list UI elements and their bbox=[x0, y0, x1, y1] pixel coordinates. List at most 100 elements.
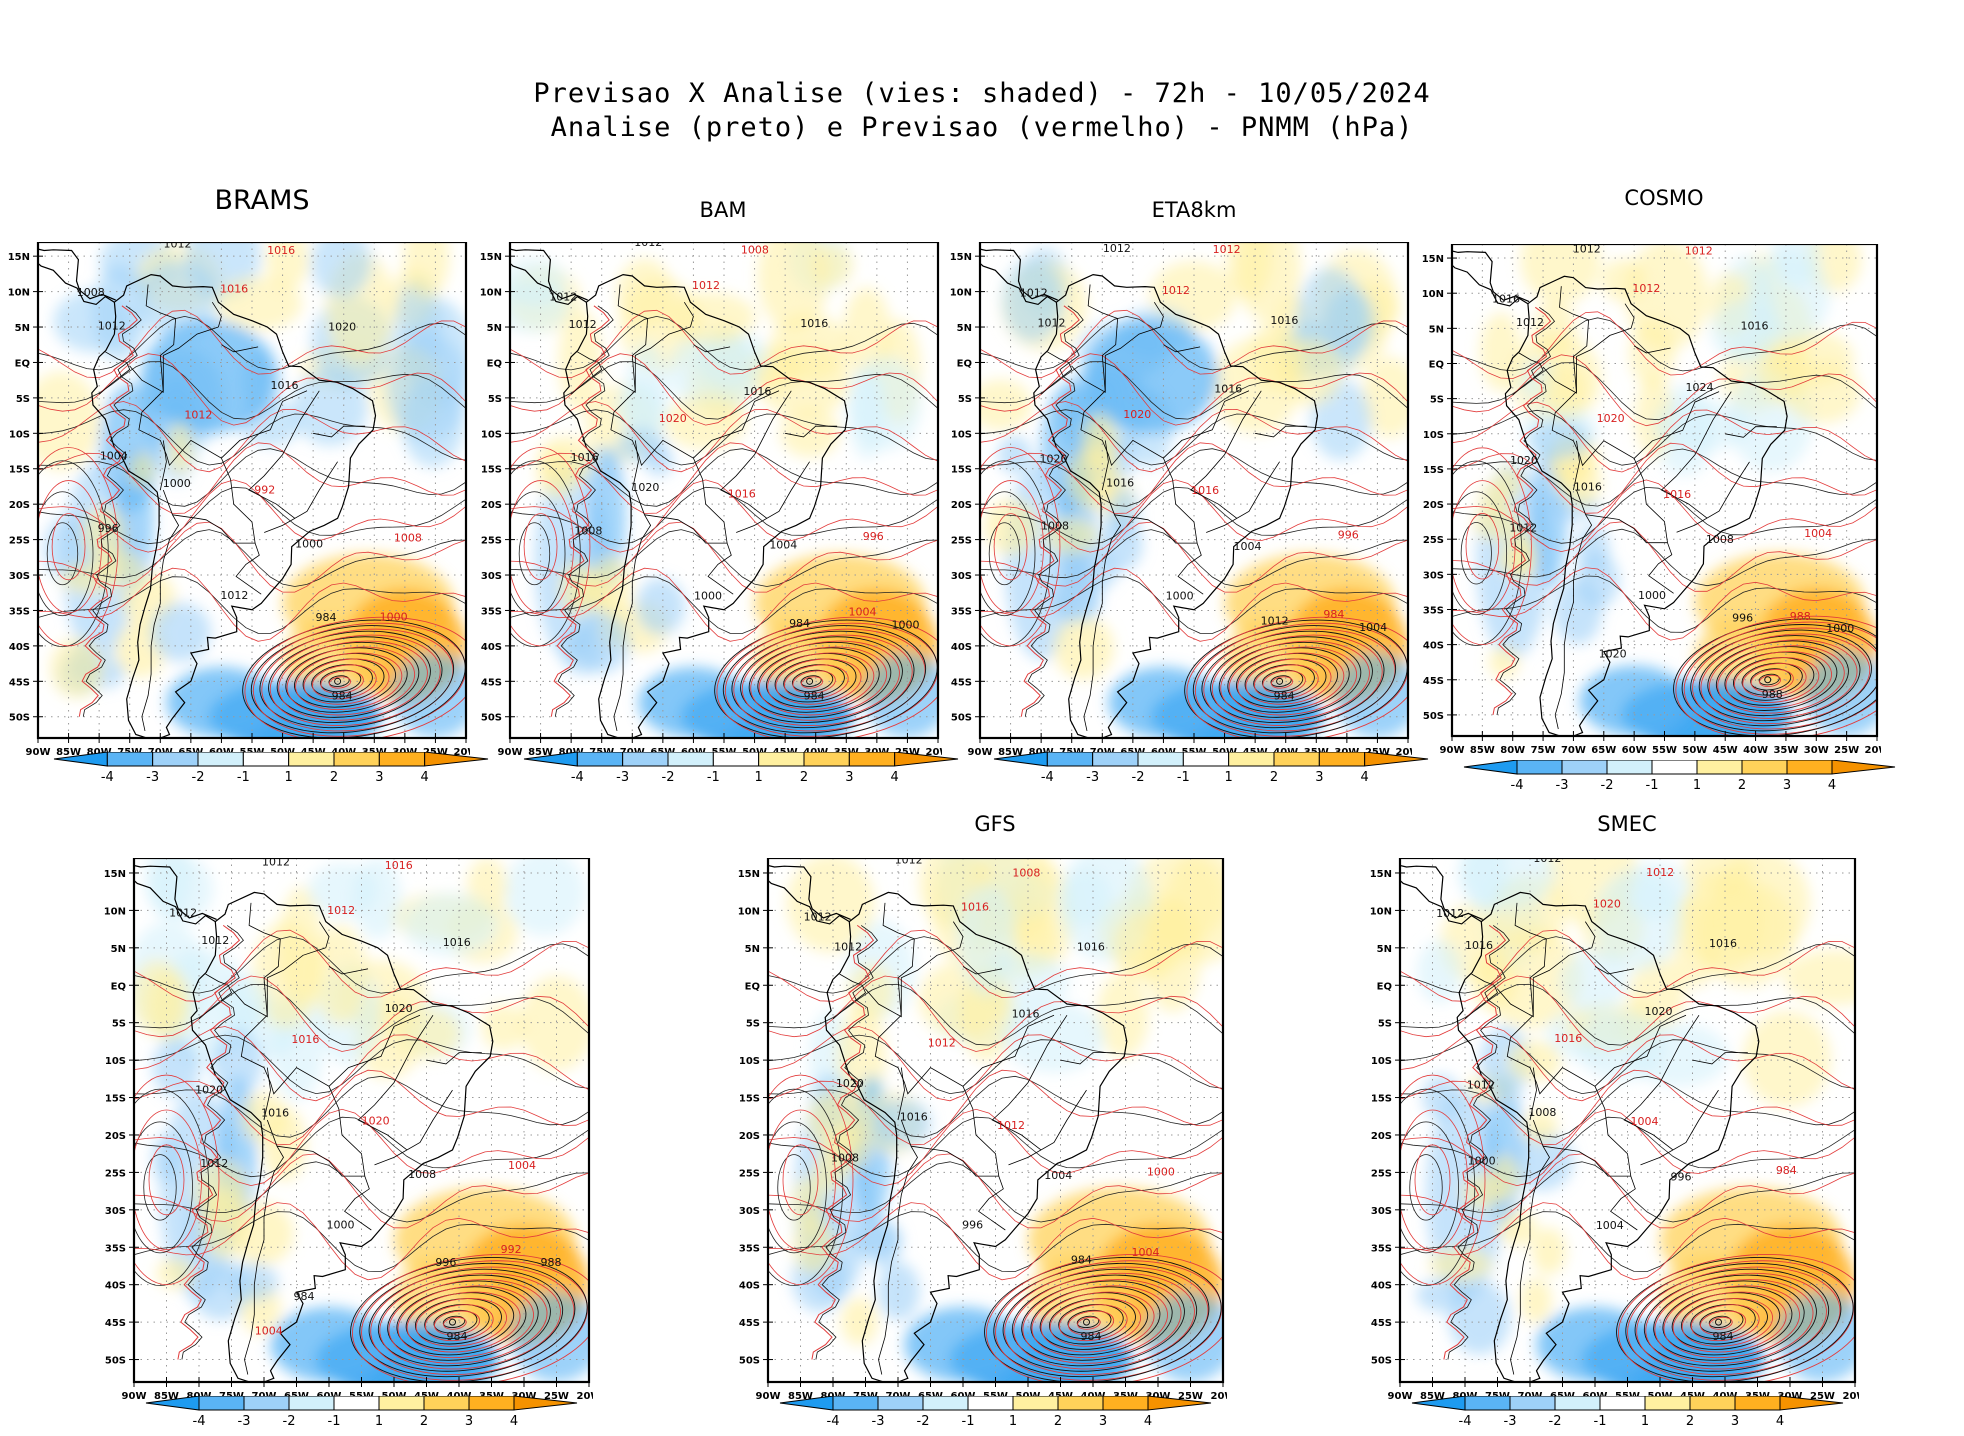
coastline bbox=[980, 262, 1057, 306]
pressure-label: 992 bbox=[254, 483, 275, 496]
analysis-isobar bbox=[554, 305, 614, 717]
analysis-isobar bbox=[1708, 1315, 1732, 1329]
analysis-isobar bbox=[988, 522, 1021, 586]
analysis-isobar bbox=[181, 925, 244, 1360]
forecast-isobar bbox=[134, 975, 589, 1052]
lat-lon-grid bbox=[1400, 858, 1855, 1382]
analysis-isobar bbox=[1076, 1315, 1100, 1329]
lat-tick-label: 35S bbox=[105, 1243, 126, 1254]
forecast-isobar bbox=[1700, 1310, 1747, 1336]
country-border bbox=[785, 425, 838, 438]
pressure-label: 1016 bbox=[728, 488, 756, 501]
colorbar: -4 -3 -2 -1 1 2 3 4 bbox=[53, 752, 489, 784]
colorbar-label: -1 bbox=[1646, 778, 1659, 792]
coastline bbox=[1400, 864, 1483, 920]
analysis-isobar bbox=[1625, 1262, 1842, 1378]
colorbar: -4 -3 -2 -1 1 2 3 4 bbox=[993, 752, 1429, 784]
low-center-label: 984 bbox=[1274, 689, 1295, 702]
lon-tick-label: 25W bbox=[1365, 747, 1390, 758]
analysis-isobar bbox=[1011, 1274, 1185, 1367]
lat-tick-label: 10S bbox=[105, 1056, 126, 1067]
pressure-label: 1016 bbox=[1106, 477, 1134, 490]
colorbar-segment bbox=[198, 1396, 245, 1411]
pressure-label: 1012 bbox=[220, 589, 248, 602]
lat-tick-label: 15S bbox=[1423, 465, 1444, 476]
forecast-isobar bbox=[38, 567, 466, 642]
lat-lon-grid bbox=[134, 858, 589, 1382]
forecast-isobar bbox=[388, 1279, 548, 1364]
colorbar-label: -2 bbox=[1601, 778, 1614, 792]
country-border bbox=[1676, 461, 1750, 533]
forecast-isobar bbox=[328, 676, 352, 689]
colorbar-label: 1 bbox=[285, 770, 293, 784]
forecast-isobar bbox=[510, 479, 938, 553]
pressure-label: 1004 bbox=[849, 605, 877, 618]
forecast-isobar bbox=[370, 1266, 575, 1376]
analysis-isobar bbox=[134, 1121, 193, 1254]
lat-tick-label: 15N bbox=[1370, 869, 1392, 880]
lat-tick-label: 5S bbox=[112, 1019, 126, 1030]
pressure-label: 1008 bbox=[77, 286, 105, 299]
country-border bbox=[1255, 425, 1308, 438]
coastline bbox=[768, 864, 851, 920]
analysis-isobar bbox=[800, 675, 822, 687]
country-border bbox=[138, 326, 262, 595]
pressure-label: 996 bbox=[863, 530, 884, 543]
analysis-isobar bbox=[993, 1262, 1210, 1378]
analysis-isobar bbox=[1452, 317, 1877, 372]
colorbar-label: -2 bbox=[1549, 1414, 1562, 1428]
lat-tick-label: 25S bbox=[1371, 1168, 1392, 1179]
analysis-isobar bbox=[134, 983, 589, 1046]
country-border bbox=[172, 514, 256, 544]
colorbar-label: -3 bbox=[238, 1414, 251, 1428]
forecast-isobar bbox=[134, 1153, 589, 1229]
country-border bbox=[897, 1067, 905, 1121]
pressure-label: 1004 bbox=[1044, 1169, 1072, 1182]
forecast-isobar bbox=[1636, 1266, 1841, 1376]
pressure-label: 1012 bbox=[569, 318, 597, 331]
lat-tick-label: 15N bbox=[8, 252, 30, 263]
isobars bbox=[38, 309, 466, 738]
analysis-isobar bbox=[748, 641, 892, 718]
low-center-label: 984 bbox=[447, 1330, 468, 1343]
forecast-isobar bbox=[775, 658, 862, 705]
lat-tick-label: 30S bbox=[951, 571, 972, 582]
analysis-isobar bbox=[791, 669, 834, 693]
lon-tick-label: 45W bbox=[1713, 745, 1738, 756]
pressure-label: 996 bbox=[1732, 611, 1753, 624]
panel-6-map: 1012 1012 1012 1016 1020 1016 1020 1016 1012 1008… bbox=[1370, 858, 1859, 1402]
colorbar-label: 3 bbox=[465, 1414, 473, 1428]
country-border bbox=[1624, 303, 1635, 329]
forecast-isobar bbox=[1400, 1202, 1855, 1281]
lon-tick-label: 85W bbox=[528, 747, 553, 758]
analysis-isobar bbox=[1218, 641, 1362, 718]
coastline bbox=[190, 891, 494, 1382]
country-border bbox=[231, 902, 281, 1018]
pressure-label: 1020 bbox=[195, 1084, 223, 1097]
lon-tick-label: 90W bbox=[122, 1391, 147, 1402]
lon-tick-label: 90W bbox=[968, 747, 993, 758]
forecast-isobar bbox=[510, 521, 938, 593]
low-center-marker bbox=[1276, 677, 1284, 685]
analysis-isobar bbox=[510, 486, 938, 545]
country-border bbox=[198, 973, 232, 1020]
analysis-isobar bbox=[1058, 1304, 1124, 1339]
colorbar-segment bbox=[779, 1396, 834, 1411]
forecast-isobar bbox=[980, 309, 1408, 379]
colorbar-segment bbox=[1463, 760, 1518, 775]
lon-tick-label: 20W bbox=[577, 1391, 593, 1402]
country-border bbox=[962, 966, 1003, 975]
forecast-isobar bbox=[1400, 1109, 1468, 1251]
analysis-isobar bbox=[768, 936, 1223, 994]
analysis-isobar bbox=[82, 305, 142, 717]
pressure-label: 1016 bbox=[1574, 481, 1602, 494]
lat-tick-label: 15N bbox=[950, 252, 972, 263]
forecast-isobar bbox=[312, 664, 377, 700]
pressure-label: 1020 bbox=[631, 481, 659, 494]
country-border bbox=[1190, 390, 1262, 519]
analysis-isobar bbox=[1447, 925, 1510, 1360]
lon-tick-label: 30W bbox=[1778, 1391, 1803, 1402]
forecast-isobar bbox=[1443, 924, 1507, 1360]
lon-tick-label: 40W bbox=[1743, 745, 1768, 756]
analysis-isobar bbox=[1400, 1075, 1855, 1138]
